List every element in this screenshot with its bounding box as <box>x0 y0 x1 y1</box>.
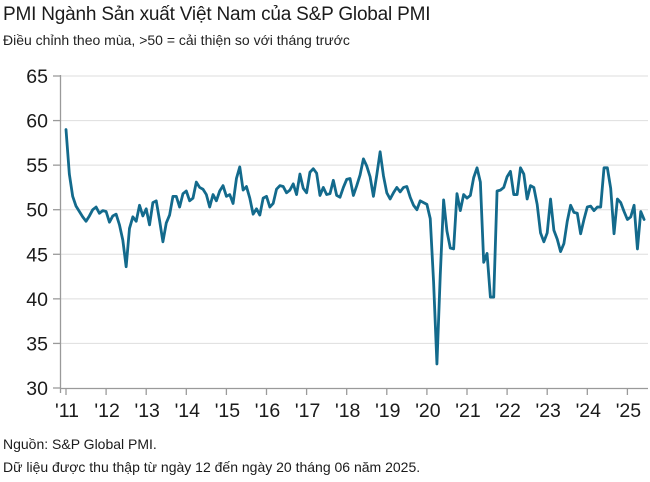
x-tick-label: '13 <box>134 400 159 422</box>
pmi-line <box>64 128 646 366</box>
y-tick-label: 60 <box>26 111 48 133</box>
y-tick-label: 50 <box>26 200 48 222</box>
x-tick-label: '11 <box>55 400 79 422</box>
x-tick-label: '21 <box>455 400 480 422</box>
y-tick-label: 30 <box>26 378 48 400</box>
y-tick-label: 45 <box>26 244 48 266</box>
y-tick-label: 35 <box>26 333 48 355</box>
x-tick-label: '20 <box>415 400 441 422</box>
x-tick-label: '15 <box>215 400 241 422</box>
y-tick-label: 40 <box>26 289 48 311</box>
y-tick-label: 55 <box>26 155 48 177</box>
x-tick-label: '17 <box>295 400 320 422</box>
x-tick-label: '16 <box>255 400 280 422</box>
x-tick-label: '19 <box>375 400 400 422</box>
collection-note: Dữ liệu được thu thập từ ngày 12 đến ngà… <box>3 459 421 475</box>
x-tick-label: '23 <box>535 400 560 422</box>
x-tick-label: '18 <box>335 400 360 422</box>
x-tick-label: '25 <box>616 400 642 422</box>
page-title: PMI Ngành Sản xuất Việt Nam của S&P Glob… <box>3 4 431 25</box>
x-tick-label: '24 <box>576 400 602 422</box>
y-tick-label: 65 <box>26 66 48 88</box>
chart-subtitle: Điều chỉnh theo mùa, >50 = cải thiện so … <box>3 32 350 48</box>
x-tick-label: '14 <box>175 400 201 422</box>
x-tick-label: '22 <box>495 400 520 422</box>
source-note: Nguồn: S&P Global PMI. <box>3 436 157 452</box>
x-tick-label: '12 <box>94 400 119 422</box>
